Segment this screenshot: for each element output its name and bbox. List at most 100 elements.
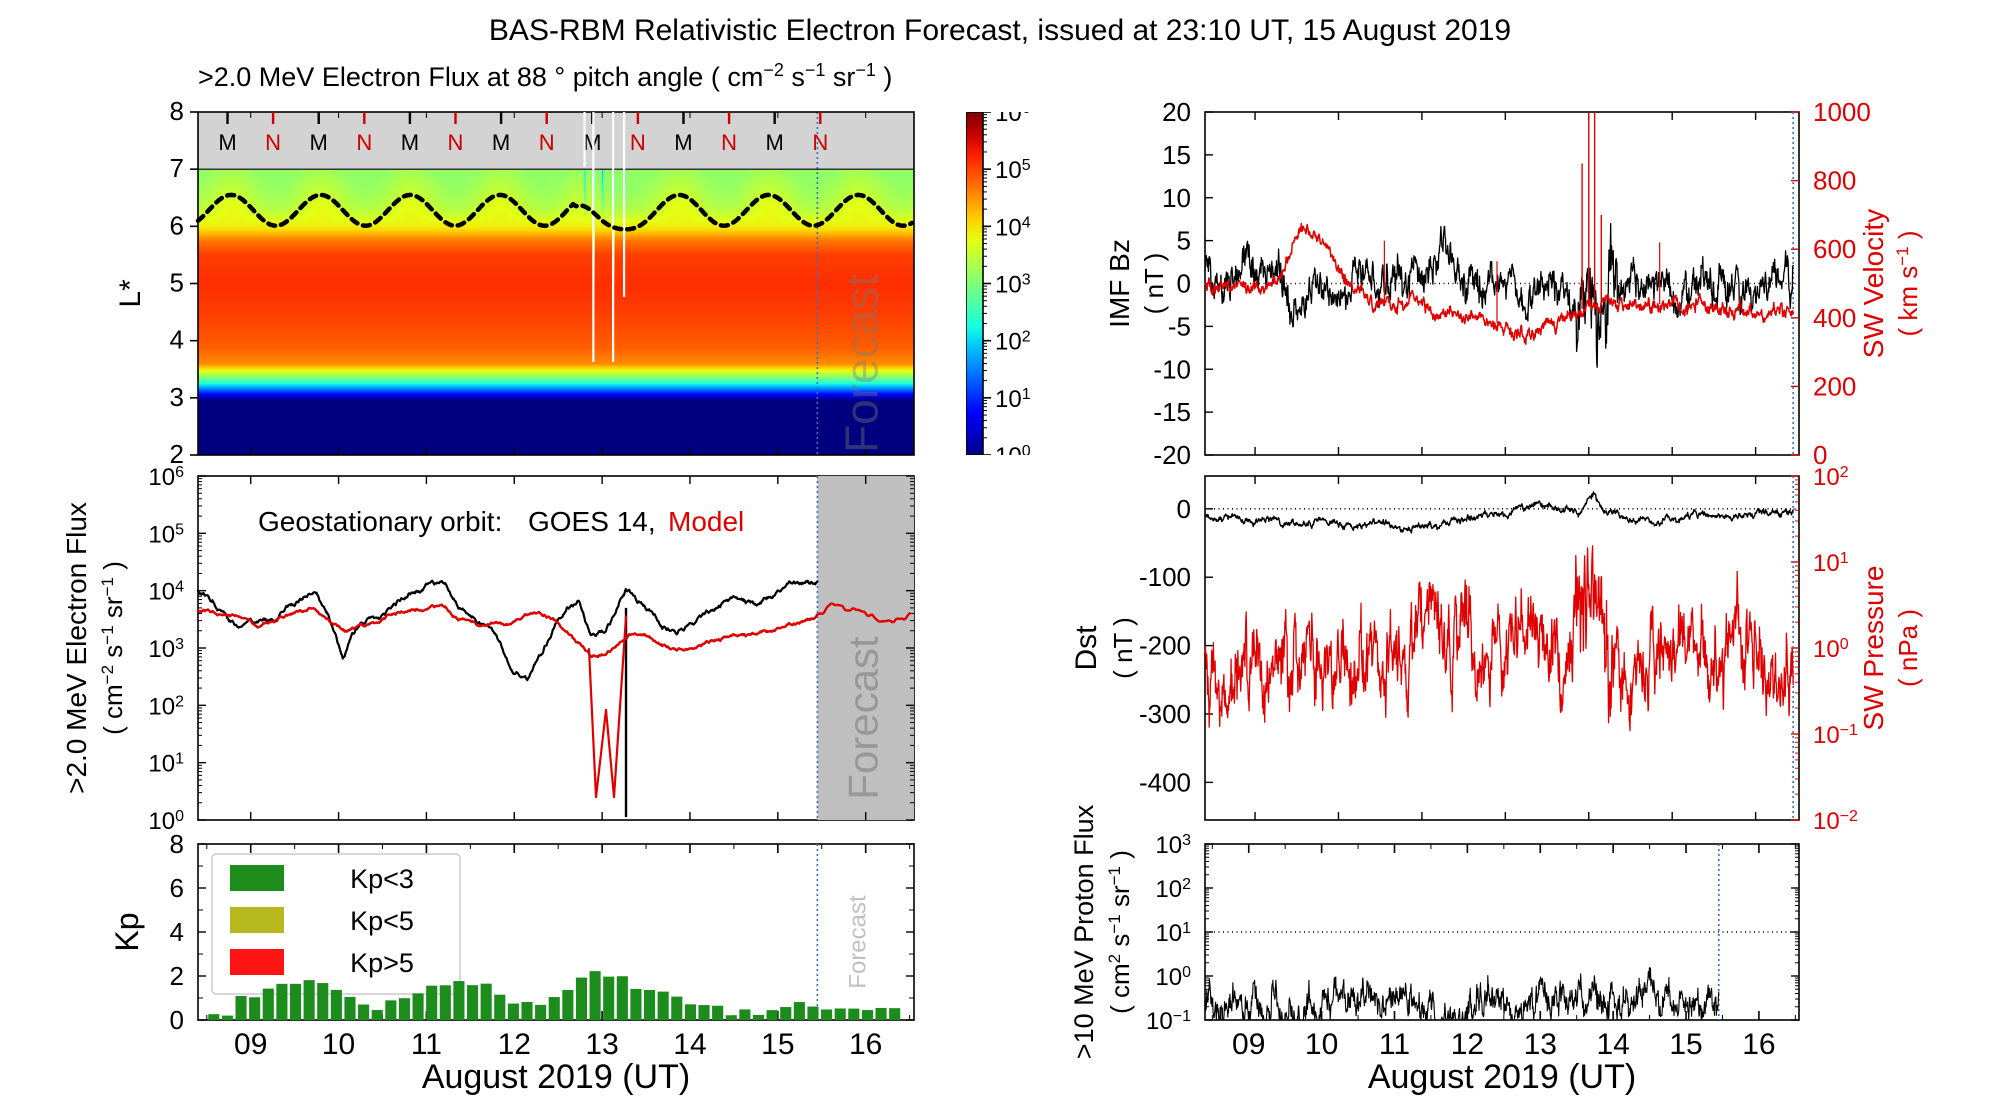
svg-text:Kp<5: Kp<5 [350,906,414,936]
svg-text:102: 102 [1813,464,1849,492]
svg-text:16: 16 [1742,1028,1775,1061]
svg-text:3: 3 [170,382,184,412]
svg-text:6: 6 [170,210,184,240]
svg-text:( cm2 s−1 sr−1 ): ( cm2 s−1 sr−1 ) [1105,850,1136,1014]
svg-text:103: 103 [995,271,1031,299]
svg-text:Kp: Kp [109,912,145,951]
svg-text:GOES 14,: GOES 14, [528,506,656,537]
svg-text:Forecast: Forecast [844,895,871,989]
svg-text:-400: -400 [1139,767,1191,797]
svg-text:N: N [539,130,555,155]
svg-text:-15: -15 [1153,397,1191,427]
svg-text:N: N [721,130,737,155]
svg-text:Kp<3: Kp<3 [350,864,414,894]
svg-text:10−2: 10−2 [1813,808,1858,836]
svg-text:Kp>5: Kp>5 [350,948,414,978]
svg-text:101: 101 [1813,550,1849,578]
svg-text:Forecast: Forecast [835,274,887,453]
svg-text:13: 13 [585,1028,618,1061]
svg-text:1000: 1000 [1813,97,1871,127]
svg-text:SW Pressure: SW Pressure [1858,566,1889,731]
svg-text:102: 102 [148,693,184,721]
svg-text:Model: Model [668,506,744,537]
svg-text:101: 101 [148,750,184,778]
svg-text:N: N [812,130,828,155]
svg-text:August 2019 (UT): August 2019 (UT) [1368,1058,1636,1096]
svg-text:106: 106 [995,112,1031,127]
svg-text:N: N [265,130,281,155]
svg-text:( nPa ): ( nPa ) [1893,609,1923,687]
svg-text:4: 4 [170,325,184,355]
svg-text:09: 09 [1232,1028,1265,1061]
svg-text:5: 5 [1177,226,1191,256]
svg-text:105: 105 [148,521,184,549]
svg-text:M: M [310,130,328,155]
svg-text:105: 105 [995,157,1031,185]
svg-text:13: 13 [1524,1028,1557,1061]
svg-text:M: M [674,130,692,155]
svg-text:10: 10 [1305,1028,1338,1061]
svg-text:12: 12 [498,1028,531,1061]
svg-text:12: 12 [1451,1028,1484,1061]
svg-text:10−1: 10−1 [1146,1008,1191,1036]
svg-text:August 2019 (UT): August 2019 (UT) [422,1058,690,1096]
svg-text:Forecast: Forecast [839,636,886,800]
svg-text:20: 20 [1162,97,1191,127]
svg-text:101: 101 [995,385,1031,413]
svg-text:7: 7 [170,153,184,183]
svg-text:Geostationary orbit:: Geostationary orbit: [258,506,502,537]
svg-text:5: 5 [170,268,184,298]
svg-text:N: N [630,130,646,155]
svg-text:-200: -200 [1139,631,1191,661]
svg-text:>10 MeV Proton Flux: >10 MeV Proton Flux [1069,804,1099,1059]
svg-text:14: 14 [1596,1028,1629,1061]
svg-text:>2.0 MeV Electron Flux: >2.0 MeV Electron Flux [61,502,92,794]
svg-text:100: 100 [995,443,1031,456]
svg-text:M: M [492,130,510,155]
svg-text:11: 11 [1379,1028,1410,1061]
svg-text:11: 11 [411,1028,442,1061]
svg-text:10: 10 [1162,183,1191,213]
svg-text:0: 0 [1177,269,1191,299]
svg-text:200: 200 [1813,371,1856,401]
svg-text:IMF Bz: IMF Bz [1104,239,1135,328]
svg-text:N: N [448,130,464,155]
svg-text:-10: -10 [1153,354,1191,384]
svg-text:SW Velocity: SW Velocity [1858,209,1889,358]
svg-text:15: 15 [1669,1028,1702,1061]
svg-text:-300: -300 [1139,699,1191,729]
svg-text:0: 0 [1177,494,1191,524]
svg-text:106: 106 [148,464,184,492]
svg-text:8: 8 [170,96,184,126]
svg-text:L*: L* [114,279,147,308]
svg-text:( nT ): ( nT ) [1108,617,1138,679]
svg-text:800: 800 [1813,166,1856,196]
svg-text:102: 102 [995,328,1031,356]
svg-text:16: 16 [849,1028,882,1061]
svg-text:M: M [401,130,419,155]
svg-text:10: 10 [322,1028,355,1061]
svg-text:600: 600 [1813,234,1856,264]
svg-text:101: 101 [1155,920,1191,948]
svg-text:N: N [356,130,372,155]
svg-text:102: 102 [1155,876,1191,904]
svg-text:103: 103 [1155,832,1191,860]
svg-text:-100: -100 [1139,562,1191,592]
svg-text:-5: -5 [1168,311,1191,341]
svg-text:6: 6 [170,873,184,903]
svg-text:8: 8 [170,829,184,859]
svg-text:-20: -20 [1153,440,1191,470]
svg-text:103: 103 [148,636,184,664]
svg-text:( nT ): ( nT ) [1139,253,1169,315]
svg-text:Dst: Dst [1070,625,1103,671]
svg-text:100: 100 [1155,964,1191,992]
svg-text:4: 4 [170,917,184,947]
svg-text:14: 14 [673,1028,706,1061]
svg-text:2: 2 [170,961,184,991]
svg-text:M: M [218,130,236,155]
svg-text:( km s−1 ): ( km s−1 ) [1893,230,1924,336]
svg-text:( cm−2 s−1 sr−1 ): ( cm−2 s−1 sr−1 ) [98,561,129,735]
svg-text:400: 400 [1813,303,1856,333]
svg-text:10−1: 10−1 [1813,722,1858,750]
svg-text:0: 0 [170,1005,184,1035]
